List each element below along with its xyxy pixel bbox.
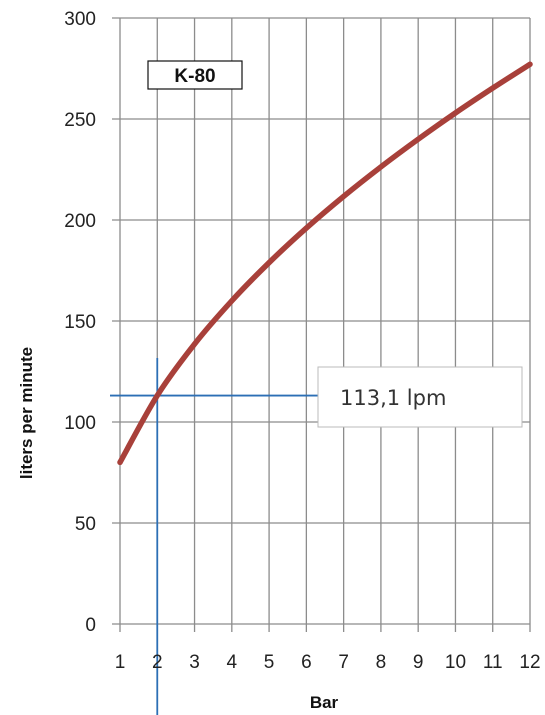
data-point bbox=[415, 136, 421, 142]
grid bbox=[112, 17, 531, 632]
y-tick-label: 50 bbox=[75, 514, 96, 535]
data-point bbox=[229, 298, 235, 304]
data-point bbox=[303, 225, 309, 231]
callout-box: 113,1 lpm bbox=[317, 366, 523, 428]
x-axis-title: Bar bbox=[310, 693, 339, 712]
x-tick-label: 3 bbox=[189, 652, 200, 673]
data-point bbox=[490, 85, 496, 91]
flow-curve bbox=[117, 61, 533, 466]
x-tick-label: 5 bbox=[264, 652, 275, 673]
y-axis-title: liters per minute bbox=[17, 347, 36, 479]
x-tick-label: 1 bbox=[115, 652, 126, 673]
x-tick-label: 9 bbox=[413, 652, 424, 673]
y-tick-label: 100 bbox=[64, 413, 96, 434]
x-tick-label: 12 bbox=[519, 652, 540, 673]
data-point bbox=[527, 61, 533, 67]
y-tick-label: 150 bbox=[64, 312, 96, 333]
data-point bbox=[341, 193, 347, 199]
data-point bbox=[154, 393, 160, 399]
data-point bbox=[452, 110, 458, 116]
y-tick-label: 0 bbox=[85, 615, 96, 636]
data-point bbox=[378, 164, 384, 170]
x-tick-label: 6 bbox=[301, 652, 312, 673]
model-label-box: K-80 bbox=[147, 60, 243, 90]
x-tick-label: 4 bbox=[227, 652, 238, 673]
data-point bbox=[266, 260, 272, 266]
model-label: K-80 bbox=[174, 66, 215, 87]
data-point bbox=[192, 341, 198, 347]
x-tick-label: 11 bbox=[483, 652, 503, 673]
data-point bbox=[117, 459, 123, 465]
x-tick-label: 8 bbox=[376, 652, 387, 673]
y-tick-label: 250 bbox=[64, 110, 96, 131]
y-tick-label: 200 bbox=[64, 211, 96, 232]
y-tick-label: 300 bbox=[64, 9, 96, 30]
highlight-crosshair bbox=[110, 358, 320, 715]
x-tick-label: 2 bbox=[152, 652, 163, 673]
x-tick-label: 7 bbox=[338, 652, 349, 673]
x-tick-label: 10 bbox=[445, 652, 466, 673]
series-layer bbox=[117, 61, 533, 466]
callout-label: 113,1 lpm bbox=[340, 386, 446, 410]
